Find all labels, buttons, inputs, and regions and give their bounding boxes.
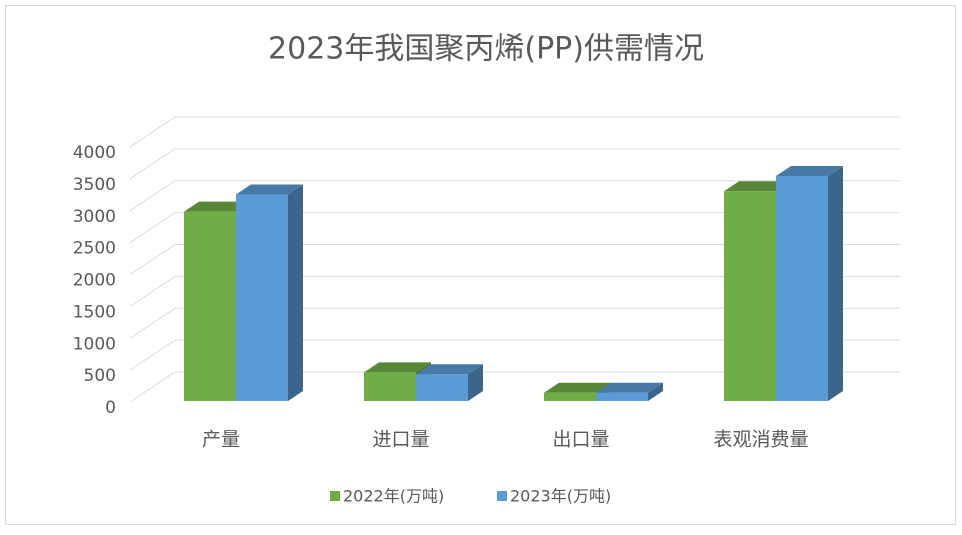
bar-top xyxy=(724,181,791,192)
y-tick-label: 500 xyxy=(84,366,116,386)
bar xyxy=(184,211,236,401)
grid-line xyxy=(129,116,900,148)
bar-top xyxy=(364,362,431,373)
bar-top xyxy=(544,382,611,393)
grid-line xyxy=(129,275,900,307)
bar-top xyxy=(596,382,663,393)
bar xyxy=(776,175,828,401)
bar-side xyxy=(288,184,303,401)
y-tick-label: 4000 xyxy=(73,143,116,163)
bar-side xyxy=(828,165,843,401)
bar-top xyxy=(184,201,251,212)
chart-title: 2023年我国聚丙烯(PP)供需情况 xyxy=(268,32,704,67)
bar xyxy=(364,372,416,401)
grid-line xyxy=(129,307,900,339)
legend-swatch xyxy=(330,491,340,501)
legend-label: 2023年(万吨) xyxy=(510,487,611,506)
legend-swatch xyxy=(497,491,507,501)
bar-side xyxy=(648,382,663,401)
y-tick-label: 0 xyxy=(105,398,116,418)
bar-top xyxy=(236,184,303,195)
y-tick-label: 3500 xyxy=(73,175,116,195)
y-tick-label: 1500 xyxy=(73,302,116,322)
grid-line xyxy=(129,339,900,371)
grid-line xyxy=(129,180,900,212)
y-tick-label: 2500 xyxy=(73,239,116,259)
x-tick-label: 产量 xyxy=(202,429,240,451)
bar xyxy=(596,392,648,401)
bar-top xyxy=(776,165,843,176)
legend-label: 2022年(万吨) xyxy=(343,487,444,506)
bar xyxy=(236,194,288,401)
grid-line xyxy=(129,371,900,403)
grid-line xyxy=(129,212,900,244)
x-tick-label: 进口量 xyxy=(372,429,429,451)
grid-line xyxy=(129,244,900,275)
y-tick-label: 2000 xyxy=(73,271,116,291)
y-tick-label: 1000 xyxy=(73,334,116,354)
bar xyxy=(544,392,596,401)
bar xyxy=(416,374,468,401)
bar xyxy=(724,191,776,401)
y-tick-label: 3000 xyxy=(73,207,116,227)
grid-line xyxy=(129,148,900,180)
bar-side xyxy=(468,364,483,401)
x-tick-label: 表观消费量 xyxy=(713,429,808,451)
bar-top xyxy=(416,364,483,375)
x-tick-label: 出口量 xyxy=(552,429,609,451)
